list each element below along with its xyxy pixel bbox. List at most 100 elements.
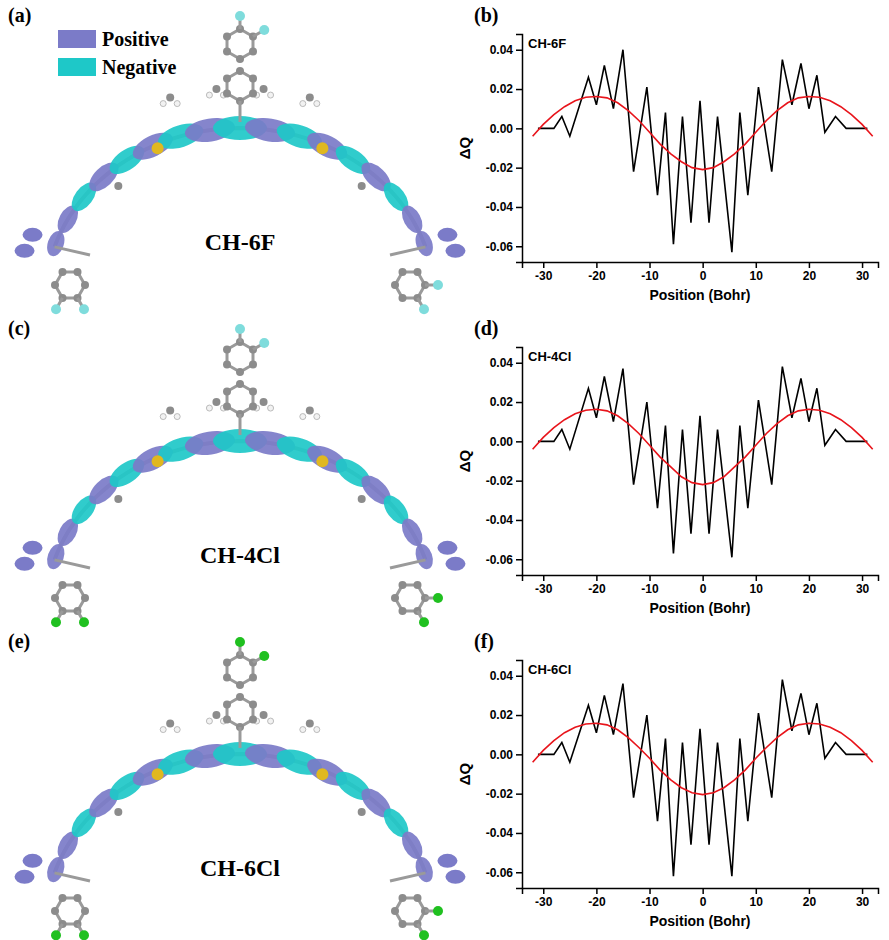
tick: -0.06 [486, 240, 522, 254]
tick-label: 0.02 [490, 708, 514, 722]
atom [236, 67, 244, 75]
chart-panel: -30-20-100102030-0.06-0.04-0.020.000.020… [456, 630, 879, 929]
hydrogen-atom [206, 718, 212, 724]
tick-mark [516, 520, 522, 522]
legend-swatch [58, 30, 96, 48]
tick-label: -0.02 [486, 161, 514, 175]
atom [74, 581, 82, 589]
y-axis: -0.06-0.04-0.020.000.020.04 [486, 661, 523, 889]
y-axis-title: ΔQ [456, 136, 473, 159]
atom [249, 716, 257, 724]
tick-mark [649, 888, 651, 894]
tick-label: 10 [750, 895, 764, 909]
halogen-atom [419, 304, 429, 314]
sulfur-atom [152, 768, 164, 780]
bond [390, 873, 425, 881]
tick-mark [543, 888, 545, 894]
tick: -0.02 [486, 161, 522, 175]
axis-line [523, 889, 879, 895]
chart-title: CH-6F [528, 36, 566, 51]
atom [306, 94, 314, 102]
hydrogen-atom [314, 101, 320, 107]
axis-line [516, 348, 523, 576]
sulfur-atom [152, 455, 164, 467]
tick: -0.04 [486, 200, 522, 214]
tick-label: 0 [700, 269, 707, 283]
plot-area [533, 50, 873, 252]
tick: -30 [535, 888, 553, 909]
atom [223, 90, 231, 98]
hydrogen-atom [206, 92, 212, 98]
tick: 20 [803, 575, 817, 596]
atom [399, 268, 407, 276]
orbital-lobe [437, 228, 457, 242]
molecule-panel: (a)CH-6FPositiveNegative [8, 4, 465, 314]
orbital-lobe [445, 870, 465, 884]
tick-label: 20 [803, 582, 817, 596]
tick-label: 20 [803, 269, 817, 283]
panel-label: (f) [474, 630, 494, 653]
tick: -0.02 [486, 787, 522, 801]
molecule-panel: (e)CH-6Cl [8, 630, 465, 940]
orbital-lobe [445, 244, 465, 258]
tick-label: -0.04 [486, 826, 514, 840]
halogen-atom [259, 25, 269, 35]
tick-mark [543, 262, 545, 268]
tick-label: -0.04 [486, 200, 514, 214]
tick: -10 [641, 575, 659, 596]
atom [51, 594, 59, 602]
tick: 10 [750, 888, 764, 909]
tick-mark [649, 262, 651, 268]
halogen-atom [51, 617, 61, 627]
bond [55, 247, 90, 255]
bond-ring [227, 697, 253, 727]
orbital-lobe [23, 228, 43, 242]
halogen-atom [419, 617, 429, 627]
atom [223, 716, 231, 724]
atom [166, 720, 174, 728]
atom [249, 48, 257, 56]
tick-label: -0.06 [486, 866, 514, 880]
tick-mark [516, 362, 522, 364]
chart-panel: -30-20-100102030-0.06-0.04-0.020.000.020… [456, 317, 879, 616]
hydrogen-atom [160, 414, 166, 420]
axis-line [523, 263, 879, 269]
tick-label: -0.02 [486, 787, 514, 801]
atom [51, 907, 59, 915]
bond-ring [395, 272, 425, 298]
atom [236, 681, 244, 689]
hydrogen-atom [174, 101, 180, 107]
atom [223, 674, 231, 682]
atom [114, 495, 122, 503]
hydrogen-atom [160, 101, 166, 107]
atom [414, 581, 422, 589]
tick-mark [516, 167, 522, 169]
molecule-panel: (c)CH-4Cl [8, 317, 465, 627]
tick: -30 [535, 262, 553, 283]
tick-label: -30 [535, 269, 553, 283]
y-axis: -0.06-0.04-0.020.000.020.04 [486, 348, 523, 576]
atom [114, 182, 122, 190]
atom [358, 495, 366, 503]
atom [358, 182, 366, 190]
atom [236, 55, 244, 63]
molecule-label: CH-4Cl [200, 542, 280, 568]
tick-label: 0 [700, 582, 707, 596]
tick-mark [516, 715, 522, 717]
tick: -0.04 [486, 513, 522, 527]
atom [212, 711, 220, 719]
tick-mark [516, 833, 522, 835]
tick-label: 30 [856, 269, 870, 283]
atom [81, 594, 89, 602]
atom [260, 711, 268, 719]
halogen-atom [51, 930, 61, 940]
atom [391, 594, 399, 602]
sulfur-atom [316, 455, 328, 467]
atom [249, 701, 257, 709]
tick-mark [702, 575, 704, 581]
tick: 0 [700, 888, 707, 909]
tick-label: 10 [750, 269, 764, 283]
tick: 0.00 [490, 435, 522, 449]
tick-label: -30 [535, 582, 553, 596]
atom [223, 33, 231, 41]
